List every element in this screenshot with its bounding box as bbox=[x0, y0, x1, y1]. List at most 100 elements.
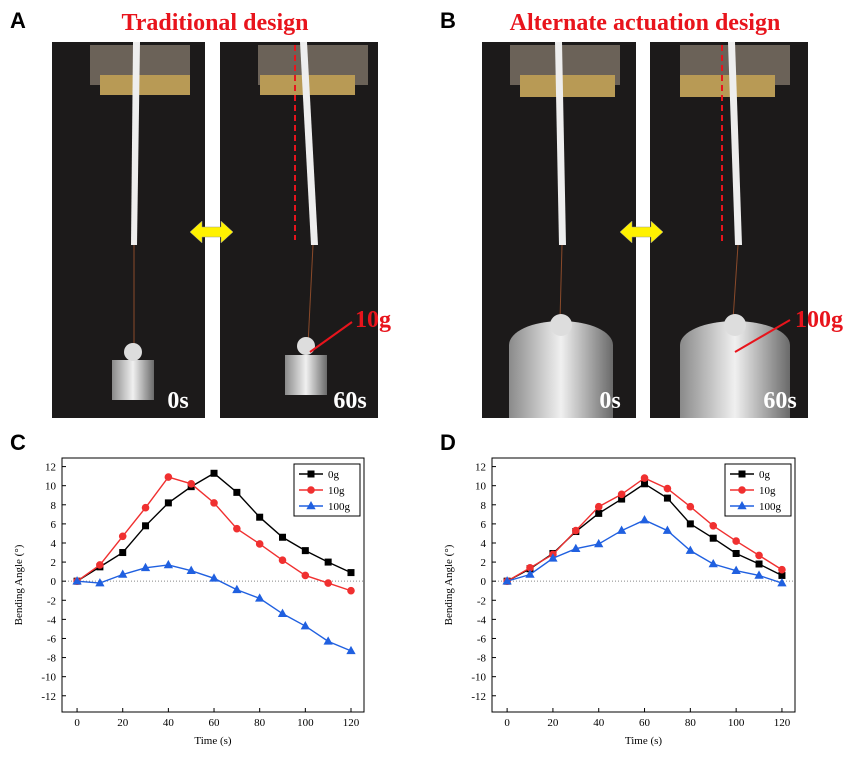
marker bbox=[301, 571, 310, 580]
y-tick-label: 10 bbox=[45, 481, 57, 493]
marker bbox=[233, 524, 241, 533]
y-axis-title: Bending Angle (°) bbox=[13, 544, 25, 625]
marker bbox=[301, 547, 309, 555]
y-tick-label: 12 bbox=[45, 462, 56, 474]
photo-label: 60s bbox=[763, 388, 796, 414]
marker bbox=[119, 549, 127, 557]
marker bbox=[210, 469, 218, 477]
x-tick-label: 60 bbox=[209, 717, 221, 729]
y-tick-label: -8 bbox=[477, 653, 487, 665]
marker bbox=[277, 608, 288, 617]
y-tick-label: 2 bbox=[481, 557, 487, 569]
marker bbox=[323, 636, 333, 645]
plot-frame bbox=[61, 457, 365, 713]
marker bbox=[186, 565, 196, 574]
marker bbox=[232, 584, 242, 594]
marker bbox=[663, 484, 672, 493]
marker bbox=[346, 645, 356, 655]
y-tick-label: 6 bbox=[51, 519, 57, 531]
y-tick-label: 6 bbox=[481, 519, 487, 531]
marker bbox=[347, 569, 355, 577]
marker bbox=[686, 520, 694, 528]
y-tick-label: 10 bbox=[475, 481, 487, 493]
y-tick-label: 8 bbox=[51, 500, 57, 512]
y-tick-label: 0 bbox=[51, 576, 57, 588]
y-tick-label: 4 bbox=[481, 538, 487, 550]
panel-label: B bbox=[440, 8, 456, 33]
legend-marker bbox=[737, 500, 747, 510]
x-tick-label: 80 bbox=[685, 717, 697, 729]
y-tick-label: -10 bbox=[471, 672, 486, 684]
marker bbox=[278, 556, 287, 564]
marker bbox=[324, 558, 332, 566]
y-tick-label: 2 bbox=[51, 557, 57, 569]
y-tick-label: -10 bbox=[41, 672, 56, 684]
y-tick-label: 0 bbox=[481, 576, 487, 588]
marker bbox=[210, 499, 218, 507]
photo-label: 0s bbox=[167, 388, 188, 414]
y-tick-label: -2 bbox=[477, 595, 486, 607]
x-tick-label: 120 bbox=[774, 717, 791, 729]
legend-label: 100g bbox=[328, 501, 351, 513]
marker bbox=[96, 561, 104, 569]
marker bbox=[754, 570, 764, 579]
y-tick-label: 4 bbox=[51, 538, 57, 550]
marker bbox=[662, 525, 673, 534]
marker bbox=[639, 515, 650, 524]
x-tick-label: 60 bbox=[639, 717, 651, 729]
marker bbox=[163, 559, 174, 569]
marker bbox=[708, 558, 718, 568]
marker bbox=[755, 560, 763, 568]
load-label: 100g bbox=[795, 307, 843, 333]
legend-label: 10g bbox=[759, 485, 776, 497]
marker bbox=[594, 502, 603, 511]
legend-marker bbox=[307, 470, 315, 478]
marker bbox=[732, 537, 740, 545]
x-axis-title: Time (s) bbox=[194, 735, 232, 747]
legend-marker bbox=[738, 486, 746, 494]
marker bbox=[548, 553, 558, 562]
marker bbox=[686, 502, 695, 511]
marker bbox=[685, 545, 695, 554]
marker bbox=[755, 551, 763, 560]
marker bbox=[778, 565, 786, 574]
y-tick-label: -2 bbox=[47, 595, 56, 607]
marker bbox=[140, 562, 151, 572]
x-tick-label: 40 bbox=[593, 717, 605, 729]
marker bbox=[594, 538, 604, 548]
marker bbox=[617, 490, 626, 499]
marker bbox=[502, 576, 512, 585]
panel-title: Alternate actuation design bbox=[510, 10, 781, 36]
marker bbox=[572, 526, 580, 535]
marker bbox=[595, 509, 603, 517]
marker bbox=[164, 499, 172, 507]
plot-frame bbox=[491, 457, 796, 713]
marker bbox=[279, 533, 287, 541]
legend-marker bbox=[306, 500, 316, 510]
y-tick-label: -4 bbox=[47, 614, 57, 626]
legend-label: 0g bbox=[328, 469, 340, 481]
marker bbox=[72, 576, 82, 585]
marker bbox=[663, 494, 671, 502]
marker bbox=[731, 565, 741, 574]
marker bbox=[118, 569, 128, 578]
legend-marker bbox=[307, 486, 315, 494]
y-tick-label: -4 bbox=[477, 614, 487, 626]
marker bbox=[709, 521, 718, 530]
x-tick-label: 100 bbox=[728, 717, 745, 729]
marker bbox=[255, 540, 264, 548]
marker bbox=[256, 513, 264, 521]
panel-label: D bbox=[440, 430, 456, 455]
marker bbox=[640, 474, 649, 482]
marker bbox=[142, 522, 150, 530]
marker bbox=[709, 534, 717, 542]
x-tick-label: 0 bbox=[74, 717, 80, 729]
y-tick-label: -6 bbox=[47, 633, 57, 645]
marker bbox=[233, 488, 241, 496]
marker bbox=[95, 578, 105, 587]
photos-b bbox=[482, 42, 808, 418]
panel-title: Traditional design bbox=[122, 10, 309, 36]
y-tick-label: -12 bbox=[41, 691, 56, 703]
marker bbox=[525, 569, 535, 578]
